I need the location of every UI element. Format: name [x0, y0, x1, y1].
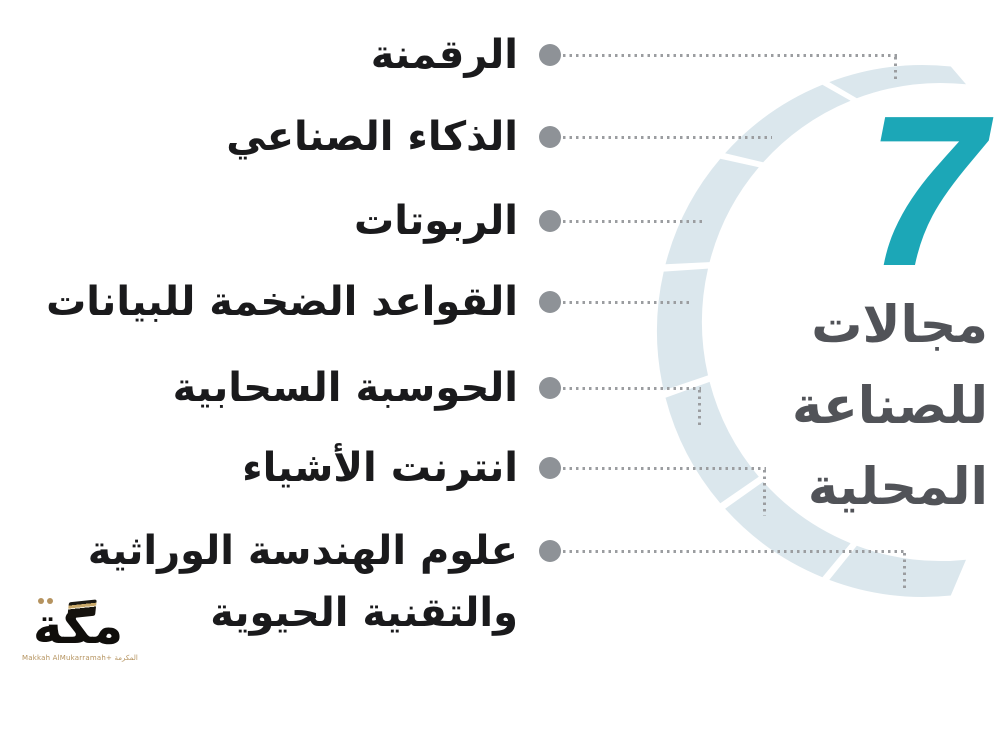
leader-line: [563, 301, 691, 304]
arc-segment: [829, 65, 966, 99]
field-label: الرقمنة: [370, 32, 518, 78]
bullet-dot-icon: [539, 126, 561, 148]
leader-line: [563, 550, 906, 553]
leader-line: [563, 54, 897, 57]
arc-segment: [665, 158, 759, 265]
field-label: الحوسبة السحابية: [172, 365, 518, 411]
arc-segment: [725, 481, 851, 578]
leader-line: [563, 467, 766, 470]
leader-line-elbow: [894, 57, 897, 83]
headline-title-line-1: مجالات: [811, 296, 988, 355]
field-label: القواعد الضخمة للبيانات: [46, 279, 518, 325]
arc-segment: [725, 84, 851, 163]
leader-line-elbow: [698, 390, 701, 428]
leader-line: [563, 387, 701, 390]
leader-line-elbow: [763, 470, 766, 516]
bullet-dot-icon: [539, 291, 561, 313]
bullet-dot-icon: [539, 540, 561, 562]
headline-title-line-3: المحلية: [807, 458, 988, 517]
field-label: علوم الهندسة الوراثية والتقنية الحيوية: [87, 528, 518, 636]
arc-segment: [656, 268, 708, 391]
logo-gold-dot-icon: [38, 598, 44, 604]
arc-segment: [665, 381, 759, 504]
arc-segment: [829, 545, 966, 597]
logo-gold-dot-icon: [47, 598, 53, 604]
bullet-dot-icon: [539, 210, 561, 232]
kaaba-icon: [67, 599, 97, 619]
headline-title: مجالات للصناعة المحلية: [792, 285, 988, 528]
big-number-7: 7: [865, 70, 985, 311]
makkah-newspaper-logo: مكة Makkah AlMukarramah+ المكرمة: [22, 592, 138, 664]
leader-line-elbow: [903, 553, 906, 591]
field-label: الذكاء الصناعي: [226, 114, 518, 160]
headline-title-line-2: للصناعة: [792, 377, 988, 436]
field-label: الربوتات: [354, 198, 518, 244]
bullet-dot-icon: [539, 44, 561, 66]
bullet-dot-icon: [539, 377, 561, 399]
field-label: انترنت الأشياء: [242, 445, 518, 491]
leader-line: [563, 136, 772, 139]
leader-line: [563, 220, 704, 223]
logo-tagline: Makkah AlMukarramah+ المكرمة: [22, 654, 138, 662]
bullet-dot-icon: [539, 457, 561, 479]
